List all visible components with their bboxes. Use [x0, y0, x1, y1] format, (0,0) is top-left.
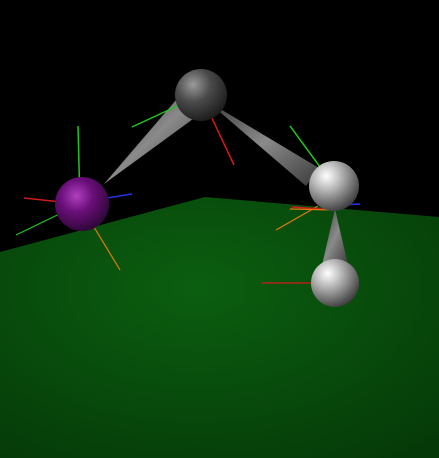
- root-node-sphere[interactable]: [55, 177, 109, 231]
- top-node-sphere[interactable]: [175, 69, 227, 121]
- ground-plane: [0, 197, 439, 458]
- end-node-sphere[interactable]: [311, 259, 359, 307]
- right-node-sphere[interactable]: [309, 161, 359, 211]
- link-right-to-end: [322, 209, 348, 265]
- link-root-to-top: [104, 100, 193, 184]
- link-top-to-right: [207, 101, 319, 186]
